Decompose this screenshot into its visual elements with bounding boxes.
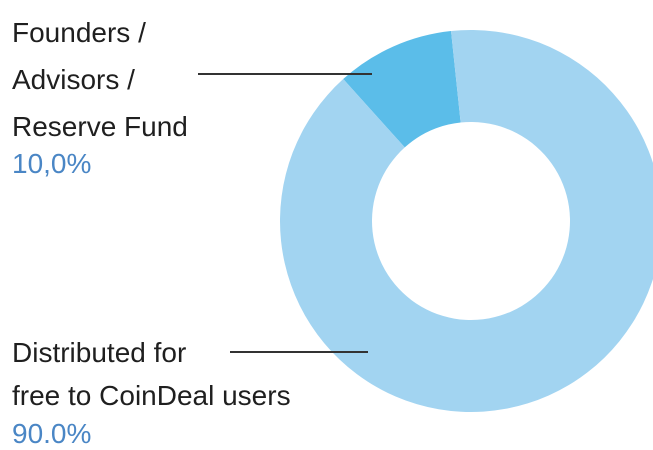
donut-slice [343,31,461,148]
slice-label: free to CoinDeal users [12,380,291,411]
slice-label: Founders / [12,17,146,48]
value-label: 90.0% [12,418,91,449]
slice-label: Distributed for [12,337,186,368]
slice-label: Reserve Fund [12,111,188,142]
donut-slice [280,30,653,412]
slice-label: Advisors / [12,64,135,95]
value-label: 10,0% [12,148,91,179]
